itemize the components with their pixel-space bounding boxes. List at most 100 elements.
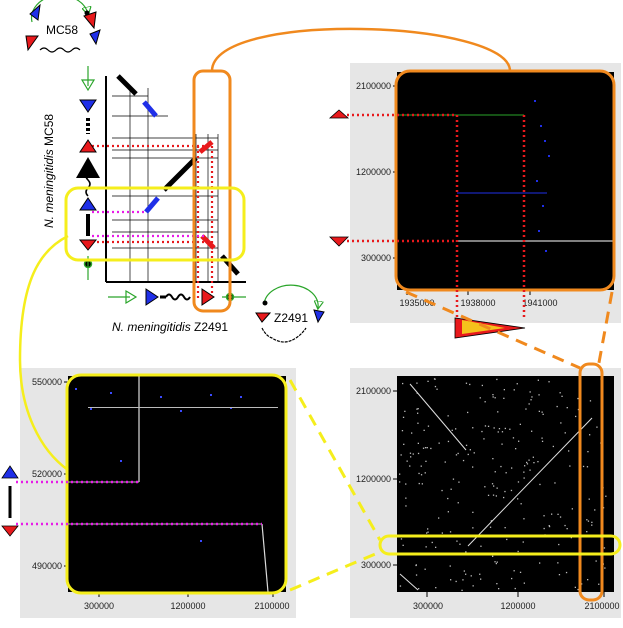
dotplot-point	[525, 408, 527, 410]
dotplot-point	[557, 562, 559, 564]
dotplot-point	[436, 388, 438, 390]
dotplot-point	[416, 382, 418, 384]
dotplot-point	[492, 396, 494, 398]
dotplot-point	[503, 397, 505, 399]
dotplot-point	[450, 579, 452, 581]
dotplot-point	[509, 428, 511, 430]
dotplot-point	[551, 513, 553, 515]
dotplot-point	[589, 400, 592, 402]
dotplot-point	[496, 378, 498, 381]
dotplot-point	[479, 573, 481, 575]
dotplot-point	[531, 396, 533, 398]
dotplot-point	[472, 585, 474, 587]
bl-xtick-0: 300000	[84, 601, 114, 611]
dotplot-point	[457, 502, 459, 504]
dotplot-point	[418, 588, 420, 590]
dotplot-point	[447, 415, 449, 417]
dotplot-point	[494, 561, 496, 563]
dotplot-point	[497, 411, 499, 413]
dotplot-point	[494, 471, 496, 473]
dotplot-point	[447, 440, 450, 443]
dotplot-point	[404, 410, 406, 412]
dotplot-point	[539, 562, 541, 564]
dotplot-point	[538, 410, 540, 412]
y-axis-species: N. meningitidis	[42, 149, 56, 228]
dotplot-point	[424, 472, 426, 474]
dotplot-point	[564, 524, 566, 527]
dotplot-point	[568, 450, 570, 452]
yellow-strip	[378, 534, 622, 556]
dotplot-point	[463, 570, 465, 572]
dotplot-point	[399, 473, 401, 475]
z2491-linear-track	[108, 288, 246, 306]
mc58-circle-diagram: MC58	[25, 0, 101, 53]
dotplot-point	[501, 443, 503, 445]
orange-connector	[210, 27, 512, 72]
dotplot-point	[465, 573, 467, 575]
dotplot-point	[501, 431, 504, 433]
dotplot-point	[494, 397, 496, 399]
red-segment-icon	[329, 236, 349, 247]
dotplot-point	[434, 385, 437, 388]
dotplot-point	[490, 520, 492, 522]
dotplot-point	[417, 422, 419, 424]
dotplot-point	[605, 495, 607, 497]
dotplot-point	[561, 395, 563, 397]
panel-top-right: 2100000 1200000 300000 1935000 1938000 1…	[328, 63, 621, 339]
mc58-circle-label: MC58	[46, 23, 78, 37]
dotplot-point	[455, 580, 457, 583]
dotplot-point	[510, 489, 513, 492]
dotplot-point	[427, 425, 430, 427]
dotplot-point	[484, 401, 486, 403]
dotplot-point	[505, 472, 507, 474]
dotplot-point	[473, 452, 475, 454]
dotplot-point	[543, 527, 545, 530]
dotplot-point	[462, 579, 464, 581]
blue-segment-icon	[79, 197, 97, 211]
dotplot-point	[517, 550, 519, 553]
dotplot-point	[420, 474, 423, 476]
svg-text:N. meningitidis MC58: N. meningitidis MC58	[42, 114, 56, 228]
dotplot-point	[441, 532, 443, 534]
red-segment-icon	[83, 11, 97, 30]
dotplot-point	[472, 427, 474, 429]
dotplot-point	[469, 383, 471, 386]
bl-ytick-2: 490000	[32, 561, 62, 571]
dotplot-point	[496, 583, 498, 585]
panel-bottom-right: 2100000 1200000 300000 300000 1200000 21…	[350, 362, 622, 618]
br-ytick-1: 1200000	[356, 474, 391, 484]
dotplot-point	[586, 466, 589, 468]
dotplot-point	[399, 585, 402, 587]
dotplot-point	[518, 440, 520, 442]
dotplot-point	[415, 574, 418, 576]
dotplot-point	[412, 453, 414, 455]
schematic-dotplot	[92, 74, 246, 300]
dotplot-point	[548, 381, 550, 383]
dotplot-point	[403, 443, 405, 445]
dotplot-point	[589, 434, 591, 436]
dotplot-point	[529, 391, 531, 393]
red-segment-icon	[201, 288, 215, 306]
dotplot-point	[503, 389, 505, 391]
dotplot-point	[506, 538, 508, 541]
orange-zoom-frame	[394, 69, 616, 292]
br-ytick-2: 300000	[361, 560, 391, 570]
dotplot-point	[492, 555, 494, 557]
dotplot-point	[422, 447, 425, 449]
dotplot-point	[456, 540, 458, 542]
dotplot-point	[410, 456, 412, 458]
dotplot-point	[450, 488, 452, 490]
br-ytick-0: 2100000	[356, 386, 391, 396]
dotplot-point	[472, 527, 474, 529]
dotplot-point	[513, 570, 515, 572]
dotplot-point	[577, 397, 579, 400]
tr-ytick-0: 2100000	[356, 81, 391, 91]
dotplot-point	[418, 482, 420, 485]
dotplot-point	[504, 490, 506, 493]
dotplot-point	[559, 516, 562, 518]
dotplot-point	[427, 531, 429, 533]
dotplot-point	[400, 454, 402, 456]
dotplot-point	[417, 408, 419, 410]
blue-segment-icon	[145, 288, 159, 306]
